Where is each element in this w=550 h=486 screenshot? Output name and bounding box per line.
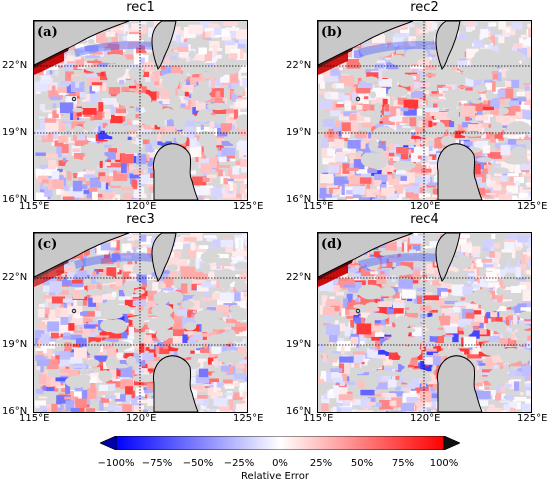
lat-tick-label: 22°N [286, 272, 312, 283]
lon-tick-label: 125°E [233, 413, 264, 424]
land-taiwan [151, 233, 177, 282]
panel-letter: (c) [37, 237, 58, 252]
map-rec2: (b) [317, 20, 532, 201]
lon-tick-label: 115°E [19, 201, 50, 212]
land-taiwan [151, 21, 177, 70]
panel-letter: (d) [321, 237, 343, 252]
lon-tick-label: 115°E [19, 413, 50, 424]
colorbar-tick-label: −50% [182, 458, 214, 469]
land-luzon [153, 355, 199, 412]
lat-tick-label: 16°N [286, 406, 312, 417]
colorbar-tick-label: 0% [272, 458, 288, 469]
land-luzon [437, 143, 483, 200]
land-mainland [318, 21, 414, 66]
colorbar-tick-label: −100% [97, 458, 135, 469]
land-luzon [153, 143, 199, 200]
lat-tick-label: 16°N [2, 406, 28, 417]
colorbar-tick-label: 75% [391, 458, 415, 469]
lon-tick-label: 115°E [303, 413, 334, 424]
land-mainland [34, 21, 130, 66]
panel-title: rec2 [410, 0, 439, 15]
land-taiwan [435, 21, 461, 70]
lon-tick-label: 125°E [233, 201, 264, 212]
lon-tick-label: 115°E [303, 201, 334, 212]
error-field [318, 233, 531, 412]
land-mainland [318, 233, 414, 278]
lat-tick-label: 19°N [286, 339, 312, 350]
lon-tick-label: 125°E [517, 201, 548, 212]
lat-tick-label: 19°N [2, 339, 28, 350]
colorbar-tick-label: 25% [309, 458, 333, 469]
map-rec1: (a) [33, 20, 248, 201]
lat-tick-label: 22°N [2, 60, 28, 71]
colorbar-tick-label: 50% [350, 458, 374, 469]
lat-tick-label: 22°N [2, 272, 28, 283]
lat-tick-label: 19°N [2, 127, 28, 138]
lon-tick-label: 120°E [126, 201, 157, 212]
colorbar-tick-label: 100% [429, 458, 459, 469]
lon-tick-label: 120°E [410, 413, 441, 424]
lat-tick-label: 16°N [2, 194, 28, 205]
map-rec3: (c) [33, 232, 248, 413]
lat-tick-label: 22°N [286, 60, 312, 71]
panel-letter: (a) [37, 25, 58, 40]
colorbar [100, 436, 460, 450]
colorbar-tick-label: −75% [141, 458, 173, 469]
panel-title: rec4 [410, 212, 439, 227]
colorbar-gradient [115, 436, 445, 450]
lat-tick-label: 19°N [286, 127, 312, 138]
land-taiwan [435, 233, 461, 282]
panel-title: rec1 [126, 0, 155, 15]
error-field [34, 233, 247, 412]
map-rec4: (d) [317, 232, 532, 413]
colorbar-under-arrow [100, 436, 116, 450]
land-luzon [437, 355, 483, 412]
panel-title: rec3 [126, 212, 155, 227]
land-mainland [34, 233, 130, 278]
colorbar-tick-label: −25% [223, 458, 255, 469]
lon-tick-label: 125°E [517, 413, 548, 424]
lon-tick-label: 120°E [410, 201, 441, 212]
colorbar-label: Relative Error [241, 471, 309, 482]
lat-tick-label: 16°N [286, 194, 312, 205]
colorbar-over-arrow [444, 436, 460, 450]
panel-letter: (b) [321, 25, 343, 40]
lon-tick-label: 120°E [126, 413, 157, 424]
